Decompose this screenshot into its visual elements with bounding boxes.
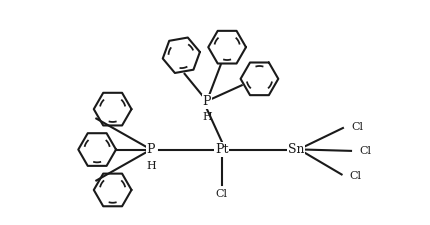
Text: Pt: Pt <box>215 143 228 156</box>
Text: Cl: Cl <box>216 189 228 199</box>
Text: H: H <box>146 161 156 171</box>
Text: Cl: Cl <box>350 171 362 182</box>
Text: Cl: Cl <box>352 122 364 132</box>
Text: Sn: Sn <box>288 143 304 156</box>
Text: H: H <box>202 112 212 122</box>
Text: Cl: Cl <box>360 146 372 156</box>
Text: P: P <box>203 94 211 108</box>
Text: P: P <box>147 143 155 156</box>
